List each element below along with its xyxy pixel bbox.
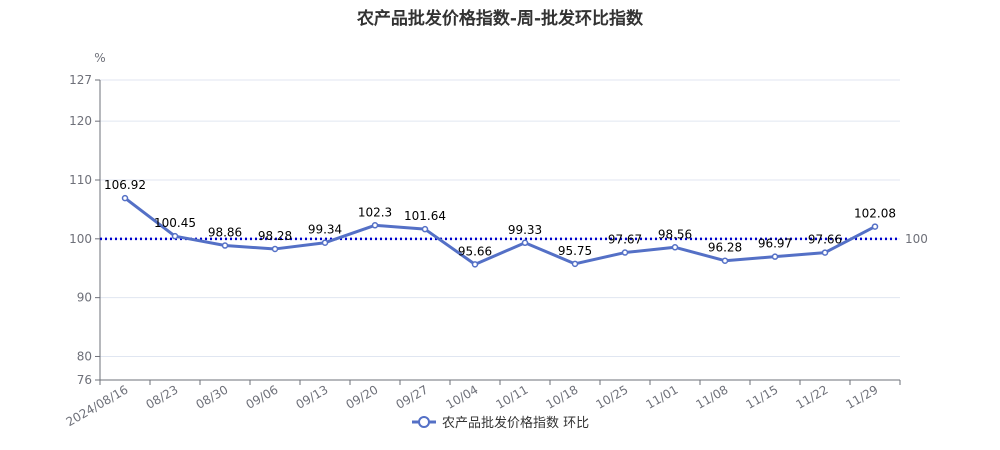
x-tick-label: 08/23: [144, 382, 181, 411]
data-label: 106.92: [104, 178, 146, 192]
x-tick-label: 11/15: [744, 382, 781, 411]
data-label: 97.67: [608, 233, 642, 247]
y-tick-label: 90: [77, 291, 92, 305]
data-point: [671, 244, 679, 251]
x-tick-label: 09/20: [344, 382, 381, 411]
data-label: 99.33: [508, 223, 542, 237]
y-tick-label: 127: [69, 73, 92, 87]
x-tick-label: 10/04: [444, 382, 481, 411]
x-tick-label: 08/30: [194, 382, 231, 411]
data-point: [721, 257, 729, 264]
grid-lines: [100, 79, 900, 357]
data-point: [621, 249, 629, 256]
legend-label: 农产品批发价格指数 环比: [442, 415, 589, 431]
data-labels: 106.92 100.45 98.86 98.28 99.34 102.3 101.64 95…: [104, 178, 896, 258]
y-tick-label: 120: [69, 114, 92, 128]
data-point: [421, 225, 429, 233]
data-point: [371, 222, 379, 229]
legend-marker: [418, 416, 430, 428]
data-label: 99.34: [308, 223, 342, 237]
x-tick-label: 2024/08/16: [64, 382, 131, 429]
x-tick-label: 09/13: [294, 382, 331, 411]
y-tick-label: 110: [69, 173, 92, 187]
data-point: [771, 253, 779, 260]
data-point: [571, 260, 579, 268]
data-label: 95.75: [558, 244, 592, 258]
data-label: 96.97: [758, 237, 792, 251]
x-tick-label: 10/11: [494, 382, 531, 411]
data-label: 102.3: [358, 205, 392, 219]
data-point: [471, 261, 479, 268]
data-label: 98.56: [658, 227, 692, 241]
x-tick-label: 10/18: [544, 382, 581, 411]
data-label: 100.45: [154, 216, 196, 230]
y-unit-label: %: [94, 51, 105, 65]
data-point: [271, 245, 279, 253]
chart-title: 农产品批发价格指数-周-批发环比指数: [356, 9, 644, 29]
data-label: 97.66: [808, 233, 842, 247]
x-tick-label: 09/27: [394, 382, 431, 411]
x-tick-label: 11/08: [694, 382, 731, 411]
y-tick-label: 100: [69, 232, 92, 246]
data-label: 96.28: [708, 241, 742, 255]
series-line: [124, 196, 876, 266]
legend: 农产品批发价格指数 环比: [412, 415, 589, 431]
data-label: 98.28: [258, 229, 292, 243]
reference-line-label: 100: [905, 232, 928, 246]
series-group: [121, 194, 879, 268]
data-point: [871, 223, 879, 230]
data-point: [821, 249, 829, 256]
data-point: [121, 194, 129, 202]
y-tick-label: 76: [77, 373, 92, 387]
x-tick-label: 11/01: [644, 382, 681, 411]
x-tick-label: 11/22: [794, 382, 831, 411]
x-tick-label: 11/29: [844, 382, 881, 411]
x-tick-label: 09/06: [244, 382, 281, 411]
x-tick-label: 10/25: [594, 382, 631, 411]
data-point: [321, 239, 329, 246]
data-label: 95.66: [458, 244, 492, 258]
reference-line-group: 100: [100, 232, 928, 246]
data-label: 102.08: [854, 207, 896, 221]
data-point: [521, 239, 529, 247]
data-point: [171, 232, 179, 240]
data-label: 98.86: [208, 226, 242, 240]
y-tick-label: 80: [77, 349, 92, 363]
data-point: [221, 242, 229, 249]
data-label: 101.64: [404, 209, 446, 223]
